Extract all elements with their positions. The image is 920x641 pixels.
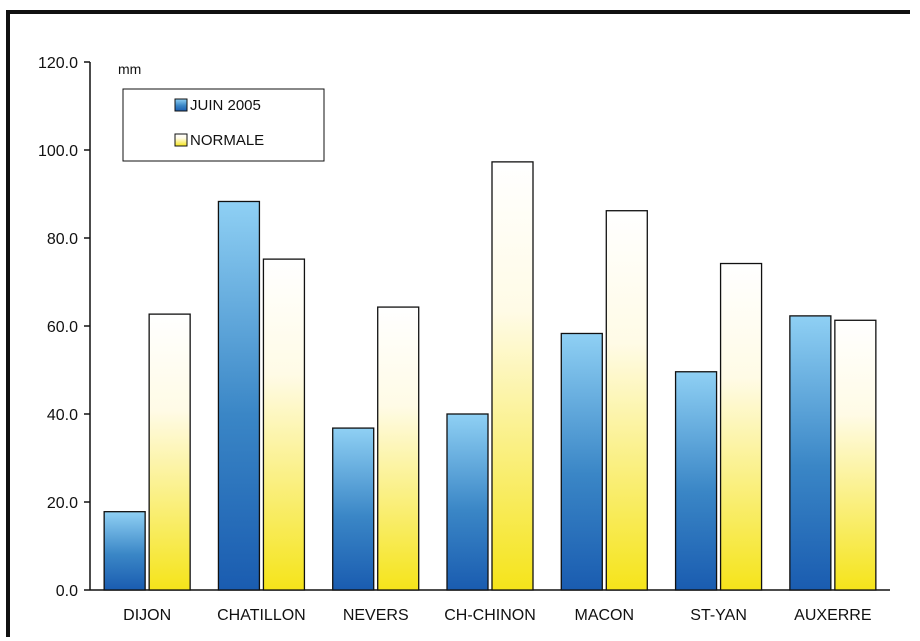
x-tick-label: DIJON — [123, 607, 171, 624]
y-tick-label: 100.0 — [38, 143, 78, 160]
x-tick-label: ST-YAN — [690, 607, 747, 624]
bar-juin-2005-auxerre — [789, 315, 832, 591]
bar-normale-dijon — [148, 313, 191, 591]
x-tick-label: NEVERS — [343, 607, 409, 624]
bar-juin-2005-dijon — [103, 511, 146, 591]
x-tick-label: AUXERRE — [794, 607, 871, 624]
y-unit-label: mm — [118, 61, 141, 77]
legend-swatch-juin-2005 — [174, 98, 188, 112]
bar-juin-2005-chatillon — [217, 200, 261, 591]
legend-label-normale: NORMALE — [190, 132, 264, 149]
x-tick-label: CHATILLON — [217, 607, 306, 624]
x-tick-labels: DIJON CHATILLON NEVERS CH-CHINON MACON ST-YAN… — [123, 607, 871, 624]
bar-juin-2005-macon — [560, 332, 603, 591]
legend-box — [122, 88, 325, 162]
y-tick-label: 60.0 — [47, 319, 78, 336]
bar-normale-auxerre — [834, 319, 877, 591]
legend: JUIN 2005 NORMALE — [122, 88, 325, 162]
y-tick-label: 0.0 — [56, 583, 78, 600]
legend-swatch-normale — [174, 133, 188, 147]
bars — [103, 161, 877, 591]
y-tick-label: 20.0 — [47, 495, 78, 512]
bar-normale-macon — [605, 210, 648, 591]
y-tick-label: 120.0 — [38, 55, 78, 72]
bar-normale-chatillon — [262, 258, 306, 591]
bar-juin-2005-nevers — [332, 427, 375, 591]
legend-label-juin-2005: JUIN 2005 — [190, 97, 261, 114]
y-tick-label: 40.0 — [47, 407, 78, 424]
x-tick-label: MACON — [575, 607, 635, 624]
y-ticks: 0.0 20.0 40.0 60.0 80.0 100.0 120.0 — [38, 55, 90, 600]
x-tick-label: CH-CHINON — [444, 607, 536, 624]
bar-normale-st-yan — [719, 262, 763, 591]
bar-normale-nevers — [377, 306, 420, 591]
y-tick-label: 80.0 — [47, 231, 78, 248]
bar-juin-2005-st-yan — [674, 371, 718, 591]
bar-normale-ch-chinon — [491, 161, 534, 591]
bar-juin-2005-ch-chinon — [446, 413, 489, 591]
